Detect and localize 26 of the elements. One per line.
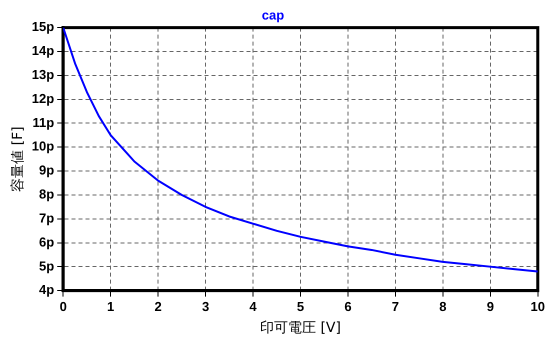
y-tick-label: 9p: [39, 162, 54, 178]
y-tick-label: 4p: [39, 282, 54, 298]
y-tick-label: 15p: [32, 19, 54, 34]
y-tick-label: 7p: [39, 210, 54, 226]
x-tick-label: 7: [392, 298, 400, 314]
x-tick-label: 8: [439, 298, 446, 314]
x-tick-label: 2: [154, 298, 162, 314]
y-tick-label: 10p: [32, 138, 54, 154]
x-tick-label: 10: [530, 298, 546, 314]
y-tick-label: 5p: [39, 258, 54, 274]
y-tick-label: 12p: [32, 90, 54, 106]
y-axis-title: 容量値 [F]: [10, 126, 26, 192]
y-tick-label: 11p: [32, 114, 54, 130]
x-tick-label: 6: [344, 298, 352, 314]
x-tick-label: 1: [107, 298, 114, 314]
x-tick-label: 0: [60, 298, 67, 314]
y-tick-label: 8p: [39, 186, 54, 202]
y-tick-label: 13p: [32, 66, 54, 82]
y-tick-label: 6p: [39, 234, 54, 250]
text: cap: [262, 7, 284, 22]
x-tick-label: 5: [296, 298, 304, 314]
x-axis-title: 印可電圧 [V]: [260, 320, 341, 336]
y-tick-label: 14p: [32, 43, 54, 58]
x-tick-label: 3: [202, 298, 210, 314]
x-tick-label: 4: [249, 298, 258, 314]
x-tick-label: 9: [486, 298, 494, 314]
